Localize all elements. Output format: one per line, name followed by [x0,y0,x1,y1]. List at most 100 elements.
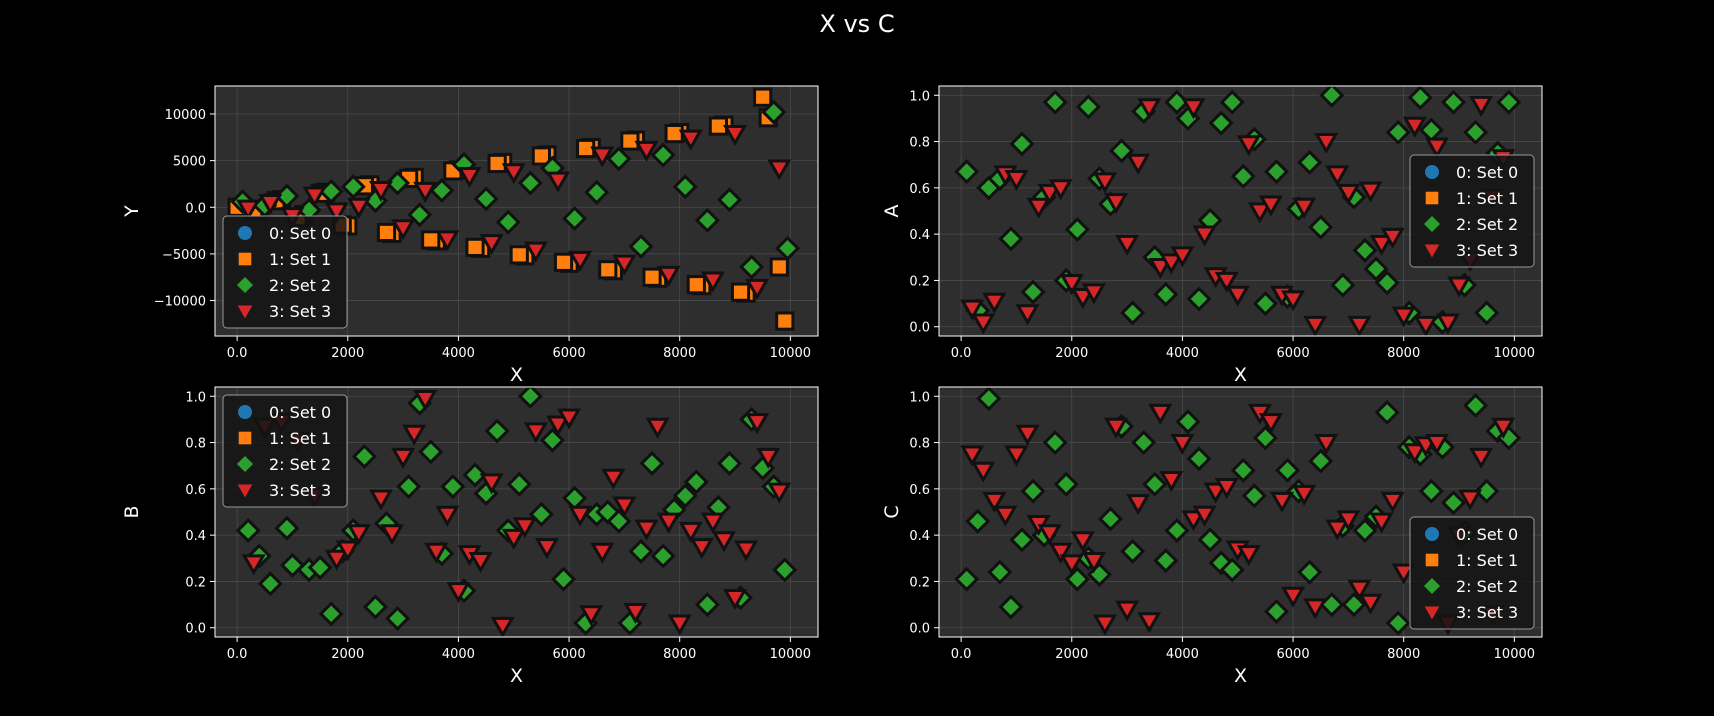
data-point [960,445,985,467]
data-point [678,521,703,543]
data-point [457,166,482,189]
data-point [1186,286,1212,312]
x-tick-label: 4000 [1166,346,1199,361]
axes-frame [938,85,1543,337]
data-point [1463,393,1489,418]
data-point [435,505,460,527]
data-point [473,186,499,212]
data-point [756,447,781,469]
x-tick-label: 2000 [1055,647,1088,662]
data-point [1048,179,1073,201]
legend-label: 1: Set 1 [269,429,331,448]
data-point [241,554,266,576]
data-point [1325,165,1350,187]
data-point [1026,197,1051,219]
data-point [501,163,526,185]
x-tick-label: 10000 [1494,346,1535,361]
data-point [1142,471,1168,497]
data-point [1009,131,1035,157]
data-point [1374,399,1400,425]
data-point [1159,253,1184,275]
data-point [1081,552,1106,574]
data-point [1292,484,1317,506]
data-point [557,408,582,430]
data-point [1380,491,1405,513]
data-point [1263,159,1289,185]
data-point [413,389,438,412]
data-point [1120,538,1146,564]
data-point [362,594,388,620]
data-point [772,557,798,583]
data-point [683,469,709,495]
legend-label: 0: Set 0 [1456,525,1518,544]
x-axis-label: X [510,364,523,386]
x-axis-label: X [510,665,523,687]
data-point [446,582,471,604]
y-tick-label: 0.4 [909,529,930,544]
data-point [982,292,1007,314]
legend-marker [238,226,252,240]
data-point [730,282,751,302]
data-point [1037,183,1062,205]
data-point [1009,527,1035,553]
legend-marker [1425,527,1439,541]
data-point [1352,237,1378,263]
data-point [551,566,576,592]
data-point [1164,518,1190,543]
data-point [753,87,773,107]
x-tick-label: 0.0 [227,647,248,662]
data-point [562,205,588,231]
data-point [1181,98,1206,120]
data-point [612,254,637,276]
legend: 0: Set 0 1: Set 1 2: Set 2 3: Set 3 [222,215,348,329]
data-point [590,146,615,168]
x-tick-label: 4000 [1166,647,1199,662]
data-point [379,524,405,546]
subplot-3: 0.0 2000 4000 6000 8000 10000 0.0 0.2 0.4 0.6 0.8 1… [881,386,1543,687]
data-point [1418,478,1444,504]
data-point [1347,315,1372,336]
data-point [534,538,559,560]
data-point [767,482,792,504]
data-point [1292,197,1317,219]
data-point [1469,95,1494,117]
data-point [1325,519,1350,541]
data-point [1230,163,1256,189]
data-point [1048,542,1073,564]
data-point [1070,288,1095,310]
data-point [650,543,676,569]
data-point [1336,510,1361,532]
data-point [512,517,537,539]
data-point [656,265,681,287]
data-point [1241,483,1267,509]
data-point [694,592,720,618]
data-point [664,123,684,144]
y-tick-label: 0.0 [909,622,930,637]
data-point [1463,119,1489,145]
y-tick-label: 0.8 [909,437,930,452]
y-tick-label: 0.2 [909,575,930,590]
data-point [672,483,698,509]
data-point [645,417,670,439]
y-axis-label: Y [121,205,143,218]
data-point [1385,610,1411,636]
y-tick-label: 0.8 [185,437,206,452]
data-point [1214,477,1239,500]
data-point [993,505,1018,527]
subplot-1: 0.0 2000 4000 6000 8000 10000 0.0 0.2 0.4 0.6 0.8 1… [881,85,1543,386]
data-point [590,542,615,564]
data-point [1203,482,1228,504]
data-point [376,222,397,243]
data-point [1219,89,1245,115]
y-tick-label: 0.0 [909,321,930,336]
legend-label: 2: Set 2 [269,276,331,295]
x-tick-label: 0.0 [227,346,248,361]
legend-box [1409,516,1535,630]
data-point [396,474,422,500]
data-point [1258,413,1283,435]
data-point [628,538,654,564]
data-point [531,146,551,166]
y-tick-label: 1.0 [185,390,206,405]
subplot-0: 0.0 2000 4000 6000 8000 10000 −10000 −5000 0.0 50… [121,85,819,386]
data-point [767,159,792,181]
